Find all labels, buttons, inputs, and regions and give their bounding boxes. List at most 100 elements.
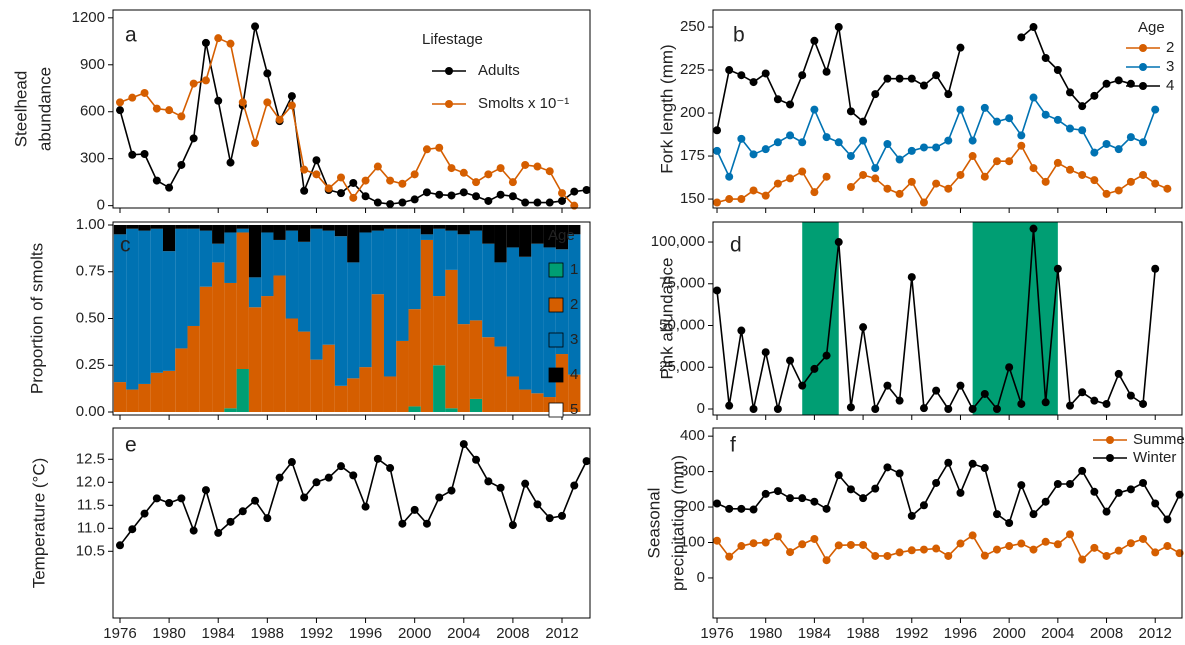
bar-segment xyxy=(457,224,470,235)
data-point xyxy=(337,189,346,198)
data-point xyxy=(201,38,210,47)
bar-segment xyxy=(322,230,335,345)
bar-segment xyxy=(199,224,213,231)
bar-segment xyxy=(150,224,163,229)
bar-segment xyxy=(310,228,323,360)
data-point xyxy=(349,471,358,480)
y-tick-label: 300 xyxy=(80,150,105,167)
data-point xyxy=(1053,158,1062,167)
data-point xyxy=(737,542,746,551)
bar-segment xyxy=(457,324,470,413)
data-point xyxy=(822,351,831,360)
data-point xyxy=(115,541,124,550)
legend-label: 5 xyxy=(570,401,578,418)
data-point xyxy=(1066,88,1075,97)
data-point xyxy=(713,198,722,207)
shaded-period xyxy=(802,222,839,415)
bar-segment xyxy=(175,348,188,413)
data-point xyxy=(846,403,855,412)
data-point xyxy=(115,98,124,107)
bar-segment xyxy=(408,309,421,407)
y-tick-label: 11.5 xyxy=(77,496,105,513)
data-point xyxy=(956,539,965,548)
data-point xyxy=(846,540,855,549)
x-tick-label: 1996 xyxy=(349,625,382,642)
data-point xyxy=(410,505,419,514)
data-point xyxy=(846,107,855,116)
y-tick-label: 100,000 xyxy=(651,233,705,250)
data-point xyxy=(956,381,965,390)
data-point xyxy=(472,192,481,201)
bar-segment xyxy=(224,224,237,233)
data-point xyxy=(570,187,579,196)
data-point xyxy=(1005,157,1014,166)
data-point xyxy=(558,196,567,205)
data-point xyxy=(761,538,770,547)
data-point xyxy=(1053,115,1062,124)
data-point xyxy=(435,493,444,502)
data-point xyxy=(459,440,468,449)
series-line xyxy=(716,95,1156,179)
legend-swatch xyxy=(548,402,564,418)
bar-segment xyxy=(175,224,188,229)
y-tick-label: 250 xyxy=(680,18,705,35)
data-point xyxy=(895,74,904,83)
bar-segment xyxy=(494,224,507,263)
legend-marker xyxy=(1139,82,1147,90)
legend-label: Winter xyxy=(1133,449,1176,466)
data-point xyxy=(1078,126,1087,135)
data-point xyxy=(582,186,591,194)
y-tick-label: 600 xyxy=(80,103,105,120)
data-point xyxy=(1090,91,1099,100)
data-point xyxy=(189,134,198,143)
bar-segment xyxy=(162,251,176,371)
data-point xyxy=(1102,79,1111,88)
data-point xyxy=(1139,478,1148,487)
data-point xyxy=(410,195,419,204)
legend-label: 3 xyxy=(570,331,578,348)
data-point xyxy=(1029,23,1038,32)
y-axis-label: Steelhead xyxy=(11,71,30,148)
data-point xyxy=(508,521,517,530)
x-tick-label: 2008 xyxy=(496,625,529,642)
data-point xyxy=(152,104,161,113)
data-point xyxy=(287,458,296,467)
data-point xyxy=(238,507,247,516)
bar-segment xyxy=(555,224,569,250)
bar-segment xyxy=(285,230,299,319)
data-point xyxy=(263,98,272,107)
data-point xyxy=(1151,179,1160,188)
legend-swatch xyxy=(548,332,564,348)
data-point xyxy=(165,183,174,192)
data-point xyxy=(944,458,953,467)
data-point xyxy=(810,497,819,506)
data-point xyxy=(496,164,505,173)
bar-segment xyxy=(248,307,262,413)
data-point xyxy=(373,454,382,463)
data-point xyxy=(786,356,795,365)
bar-segment xyxy=(457,234,470,325)
bar-segment xyxy=(212,262,225,413)
bar-segment xyxy=(359,367,372,413)
data-point xyxy=(859,117,868,126)
data-point xyxy=(410,170,419,179)
data-point xyxy=(1090,487,1099,496)
data-point xyxy=(140,150,149,158)
data-point xyxy=(871,404,880,413)
bar-segment xyxy=(383,224,397,229)
data-point xyxy=(337,462,346,471)
y-axis-label: Temperature (°C) xyxy=(29,458,48,589)
y-axis-label: abundance xyxy=(35,67,54,151)
data-point xyxy=(508,178,517,187)
bar-segment xyxy=(126,224,139,229)
bar-segment xyxy=(285,318,299,413)
data-point xyxy=(1126,133,1135,142)
bar-segment xyxy=(138,230,151,384)
data-point xyxy=(883,463,892,472)
data-point xyxy=(484,196,493,205)
data-point xyxy=(786,548,795,557)
bar-segment xyxy=(298,224,311,242)
data-point xyxy=(1078,388,1087,397)
data-point xyxy=(1126,177,1135,186)
data-point xyxy=(919,404,928,413)
